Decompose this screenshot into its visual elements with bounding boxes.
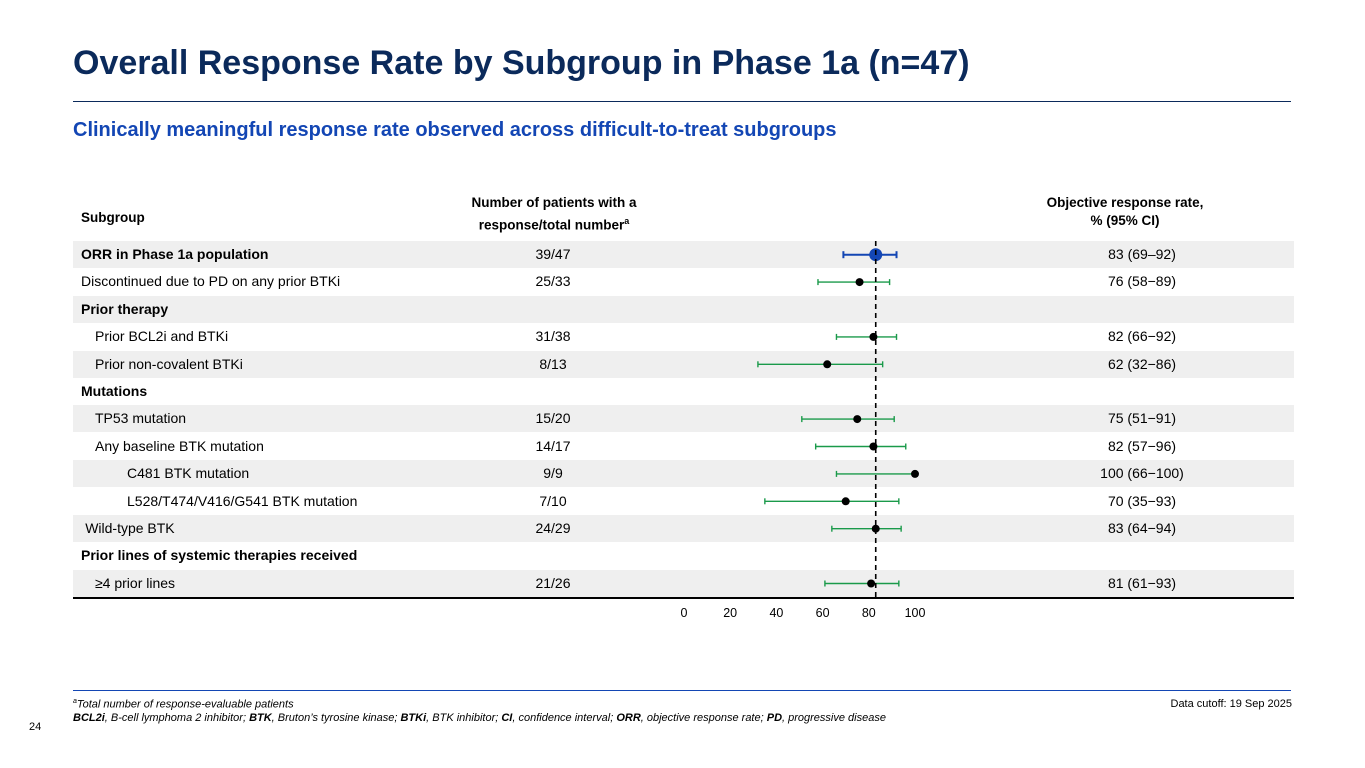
row-orr-value: 75 (51−91) [1107,410,1177,427]
x-tick-label: 100 [904,606,926,620]
page-title: Overall Response Rate by Subgroup in Pha… [73,44,970,82]
row-label: C481 BTK mutation [127,465,250,482]
abbreviation-term: BCL2i [73,712,105,724]
column-header-number-line2: response/total number [478,217,625,233]
estimate-point [855,278,864,287]
row-response-count: 24/29 [535,520,571,536]
estimate-point [911,469,919,478]
table-row: Prior non-covalent BTKi 8/13 62 (32−86) [73,350,1294,378]
column-header-number: Number of patients with a response/total… [440,194,668,235]
row-response-count: 15/20 [535,410,571,427]
column-header-orr-line2: % (95% CI) [1090,213,1160,228]
column-header-orr: Objective response rate, % (95% CI) [1010,194,1240,230]
abbreviation-definition: , BTK inhibitor; [426,712,502,724]
table-bottom-rule [73,597,1294,599]
row-orr-value: 100 (66−100) [1100,465,1184,482]
page-subtitle: Clinically meaningful response rate obse… [73,119,837,141]
table-row: L528/T474/V416/G541 BTK mutation 7/10 70 (… [73,488,1294,515]
row-label: Prior BCL2i and BTKi [95,328,229,345]
row-response-count: 9/9 [543,465,563,482]
row-orr-value: 83 (69–92) [1108,246,1176,262]
row-orr-value: 76 (58−89) [1107,273,1177,290]
abbreviation-term: BTK [249,712,272,724]
row-response-count: 21/26 [535,574,571,591]
table-row: Prior lines of systemic therapies receiv… [73,542,1294,569]
estimate-point [867,579,876,588]
abbreviation-definition: , objective response rate; [640,712,767,724]
x-tick-label: 60 [815,606,830,620]
table-row: Discontinued due to PD on any prior BTKi… [73,268,1294,295]
table-row: Any baseline BTK mutation 14/17 82 (57−96) [73,433,1294,460]
data-cutoff: Data cutoff: 19 Sep 2025 [1170,698,1293,710]
abbreviation-definition: , progressive disease [782,712,886,724]
table-row: C481 BTK mutation 9/9 100 (66−100) [73,460,1294,488]
footer-divider [73,690,1291,691]
estimate-point [841,497,850,506]
footnote-a: aTotal number of response-evaluable pati… [73,698,294,711]
table-row: ≥4 prior lines 21/26 81 (61−93) [73,569,1294,597]
footnote-a-sup: a [73,698,77,705]
row-label: Prior therapy [81,300,169,317]
row-response-count: 31/38 [535,328,571,345]
footnote-a-text: Total number of response-evaluable patie… [76,698,294,711]
abbreviations: BCL2i, B-cell lymphoma 2 inhibitor; BTK,… [73,712,886,724]
table-row: TP53 mutation 15/20 75 (51−91) [73,405,1294,433]
x-tick-label: 80 [861,606,876,620]
abbreviation-term: BTKi [400,712,427,724]
x-tick-label: 40 [769,606,784,620]
table-row: ORR in Phase 1a population 39/47 83 (69–92… [73,241,1294,268]
column-header-subgroup: Subgroup [81,210,145,225]
table-row: Prior BCL2i and BTKi 31/38 82 (66−92) [73,323,1294,350]
row-response-count: 39/47 [535,246,571,262]
abbreviation-term: ORR [616,712,641,724]
row-response-count: 14/17 [535,437,571,454]
abbreviation-definition: , B-cell lymphoma 2 inhibitor; [104,712,250,724]
row-orr-value: 82 (66−92) [1107,328,1177,345]
row-response-count: 8/13 [539,355,567,372]
row-label: ORR in Phase 1a population [81,246,269,262]
abbreviation-definition: , Bruton’s tyrosine kinase; [271,712,401,724]
row-orr-value: 70 (35−93) [1107,492,1177,509]
title-divider [73,101,1291,102]
estimate-point [823,360,832,369]
row-orr-value: 83 (64−94) [1107,520,1177,536]
row-label: Prior lines of systemic therapies receiv… [81,547,358,564]
page-number: 24 [29,721,42,733]
row-label: Wild-type BTK [85,520,175,536]
table-row: Mutations [73,378,1294,405]
table-row: Wild-type BTK 24/29 83 (64−94) [73,515,1294,542]
row-label: Discontinued due to PD on any prior BTKi [81,273,341,290]
x-tick-label: 0 [680,606,688,620]
row-label: Any baseline BTK mutation [95,437,264,454]
row-label: Mutations [81,383,148,399]
row-label: Prior non-covalent BTKi [95,355,243,372]
row-orr-value: 82 (57−96) [1107,437,1177,454]
row-label: L528/T474/V416/G541 BTK mutation [127,492,358,509]
abbreviation-definition: , confidence interval; [512,712,617,724]
abbreviation-term: PD [766,712,783,724]
row-response-count: 7/10 [539,492,567,509]
row-label: TP53 mutation [95,410,187,427]
column-header-orr-line1: Objective response rate, [1046,195,1204,210]
column-header-number-sup: a [624,216,630,226]
row-label: ≥4 prior lines [95,574,176,591]
table-row: Prior therapy [73,295,1294,323]
abbreviation-term: CI [501,712,513,724]
column-header-number-line1: Number of patients with a [471,195,637,210]
row-orr-value: 81 (61−93) [1107,574,1177,591]
estimate-point [853,415,862,424]
row-response-count: 25/33 [535,273,571,290]
x-tick-label: 20 [723,606,738,620]
estimate-point [871,524,880,533]
row-orr-value: 62 (32−86) [1107,355,1177,372]
